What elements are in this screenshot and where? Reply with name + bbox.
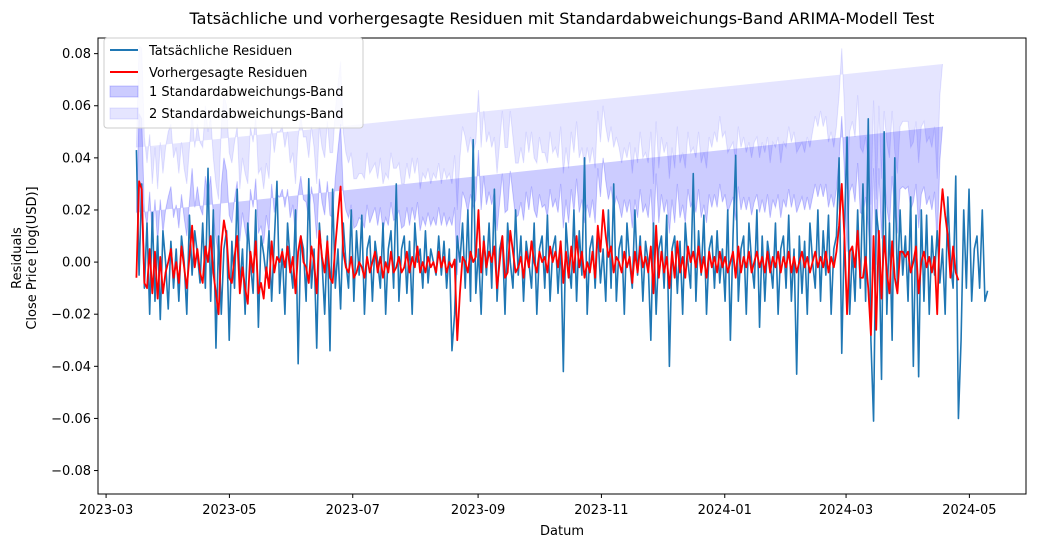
y-axis: −0.08 −0.06 −0.04 −0.02 0.00 0.02 0.04 0.06 0.08	[51, 47, 98, 479]
chart-title: Tatsächliche und vorhergesagte Residuen …	[189, 9, 935, 28]
legend-swatch-band-2	[109, 107, 139, 120]
x-tick-label: 2023-09	[451, 503, 505, 518]
legend-box	[103, 37, 364, 129]
legend-item-band-2: 2 Standardabweichungs-Band	[109, 107, 344, 122]
plot-frame	[97, 37, 1027, 495]
series-layer	[135, 117, 989, 422]
legend: Tatsächliche Residuen Vorhergesagte Resi…	[103, 37, 364, 129]
legend-item-actual: Tatsächliche Residuen	[110, 44, 292, 59]
x-tick-label: 2024-01	[698, 503, 752, 518]
x-tick-label: 2023-11	[574, 503, 628, 518]
legend-item-band-1: 1 Standardabweichungs-Band	[109, 85, 344, 100]
y-axis-label-line-1: Residuals	[10, 227, 25, 289]
x-tick-label: 2024-03	[819, 503, 873, 518]
x-tick-label: 2023-05	[202, 503, 256, 518]
y-tick-label: 0.08	[62, 47, 91, 62]
legend-swatch-band-1	[109, 85, 139, 98]
series-line-predicted	[135, 180, 960, 342]
x-tick-label: 2024-05	[942, 503, 996, 518]
y-tick-label: −0.06	[51, 412, 91, 427]
legend-label-actual: Tatsächliche Residuen	[148, 44, 292, 59]
x-tick-label: 2023-03	[79, 503, 133, 518]
y-tick-label: −0.08	[51, 464, 91, 479]
legend-label-predicted: Vorhergesagte Residuen	[149, 66, 307, 81]
band-1-sigma	[135, 113, 944, 276]
band-1-sigma-area	[135, 113, 944, 276]
y-tick-label: 0.06	[62, 99, 91, 114]
y-tick-label: 0.00	[62, 256, 91, 271]
legend-label-band-2: 2 Standardabweichungs-Band	[149, 107, 344, 122]
y-tick-label: −0.02	[51, 308, 91, 323]
y-tick-label: −0.04	[51, 360, 91, 375]
series-line-actual	[135, 117, 989, 422]
y-axis-label-line-2: Close Price [log(USD)]	[25, 186, 40, 329]
x-axis-label: Datum	[540, 524, 584, 539]
x-axis: 2023-03 2023-05 2023-07 2023-09 2023-11 2024-…	[79, 494, 997, 518]
y-axis-label: Residuals Close Price [log(USD)]	[10, 186, 40, 329]
y-tick-label: 0.02	[62, 203, 91, 218]
legend-label-band-1: 1 Standardabweichungs-Band	[149, 85, 344, 100]
x-tick-label: 2023-07	[326, 503, 380, 518]
y-tick-label: 0.04	[62, 151, 91, 166]
legend-item-predicted: Vorhergesagte Residuen	[110, 66, 307, 81]
